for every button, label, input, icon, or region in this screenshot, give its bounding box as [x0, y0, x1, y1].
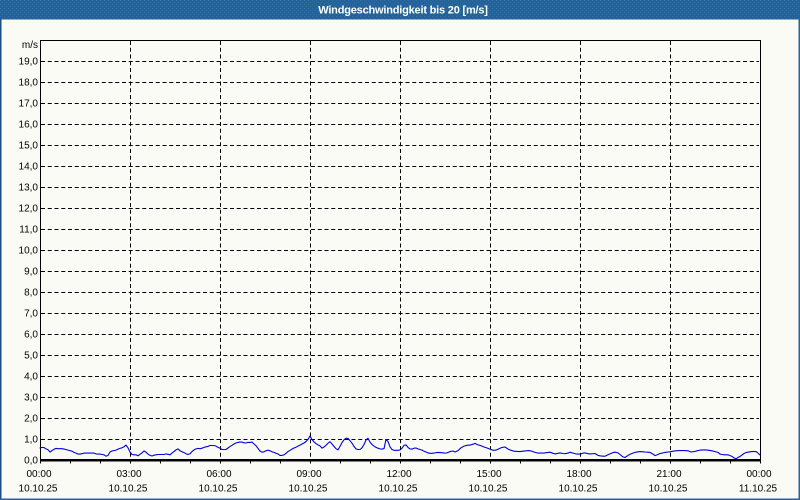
svg-text:17,0: 17,0 — [19, 99, 39, 110]
svg-text:11,0: 11,0 — [19, 225, 38, 236]
svg-text:10.10.25: 10.10.25 — [379, 484, 418, 495]
svg-text:3,0: 3,0 — [24, 393, 38, 404]
svg-text:10,0: 10,0 — [19, 246, 39, 257]
svg-text:11.10.25: 11.10.25 — [739, 484, 778, 495]
svg-text:15:00: 15:00 — [476, 469, 501, 480]
svg-text:m/s: m/s — [22, 40, 38, 51]
svg-text:5,0: 5,0 — [24, 351, 38, 362]
svg-text:10.10.25: 10.10.25 — [289, 484, 328, 495]
svg-text:10.10.25: 10.10.25 — [19, 484, 58, 495]
svg-text:4,0: 4,0 — [24, 372, 38, 383]
svg-text:14,0: 14,0 — [19, 162, 39, 173]
svg-text:00:00: 00:00 — [26, 469, 51, 480]
svg-text:6,0: 6,0 — [24, 330, 38, 341]
svg-text:16,0: 16,0 — [19, 120, 39, 131]
svg-text:7,0: 7,0 — [24, 309, 38, 320]
svg-text:10.10.25: 10.10.25 — [559, 484, 598, 495]
svg-text:06:00: 06:00 — [206, 469, 231, 480]
svg-text:00:00: 00:00 — [746, 469, 771, 480]
svg-text:03:00: 03:00 — [116, 469, 141, 480]
svg-text:18,0: 18,0 — [19, 78, 39, 89]
svg-text:09:00: 09:00 — [296, 469, 321, 480]
svg-text:15,0: 15,0 — [19, 141, 39, 152]
svg-text:0,0: 0,0 — [24, 456, 38, 467]
svg-text:21:00: 21:00 — [656, 469, 681, 480]
svg-text:18:00: 18:00 — [566, 469, 591, 480]
svg-text:13,0: 13,0 — [19, 183, 39, 194]
svg-text:19,0: 19,0 — [19, 57, 39, 68]
svg-text:10.10.25: 10.10.25 — [109, 484, 148, 495]
svg-text:2,0: 2,0 — [24, 414, 38, 425]
svg-text:9,0: 9,0 — [24, 267, 38, 278]
svg-text:10.10.25: 10.10.25 — [469, 484, 508, 495]
svg-text:1,0: 1,0 — [24, 435, 38, 446]
svg-text:Windgeschwindigkeit bis 20 [m/: Windgeschwindigkeit bis 20 [m/s] — [318, 5, 488, 17]
svg-text:10.10.25: 10.10.25 — [199, 484, 238, 495]
svg-text:10.10.25: 10.10.25 — [649, 484, 688, 495]
svg-text:8,0: 8,0 — [24, 288, 38, 299]
svg-text:12,0: 12,0 — [19, 204, 39, 215]
svg-text:12:00: 12:00 — [386, 469, 411, 480]
